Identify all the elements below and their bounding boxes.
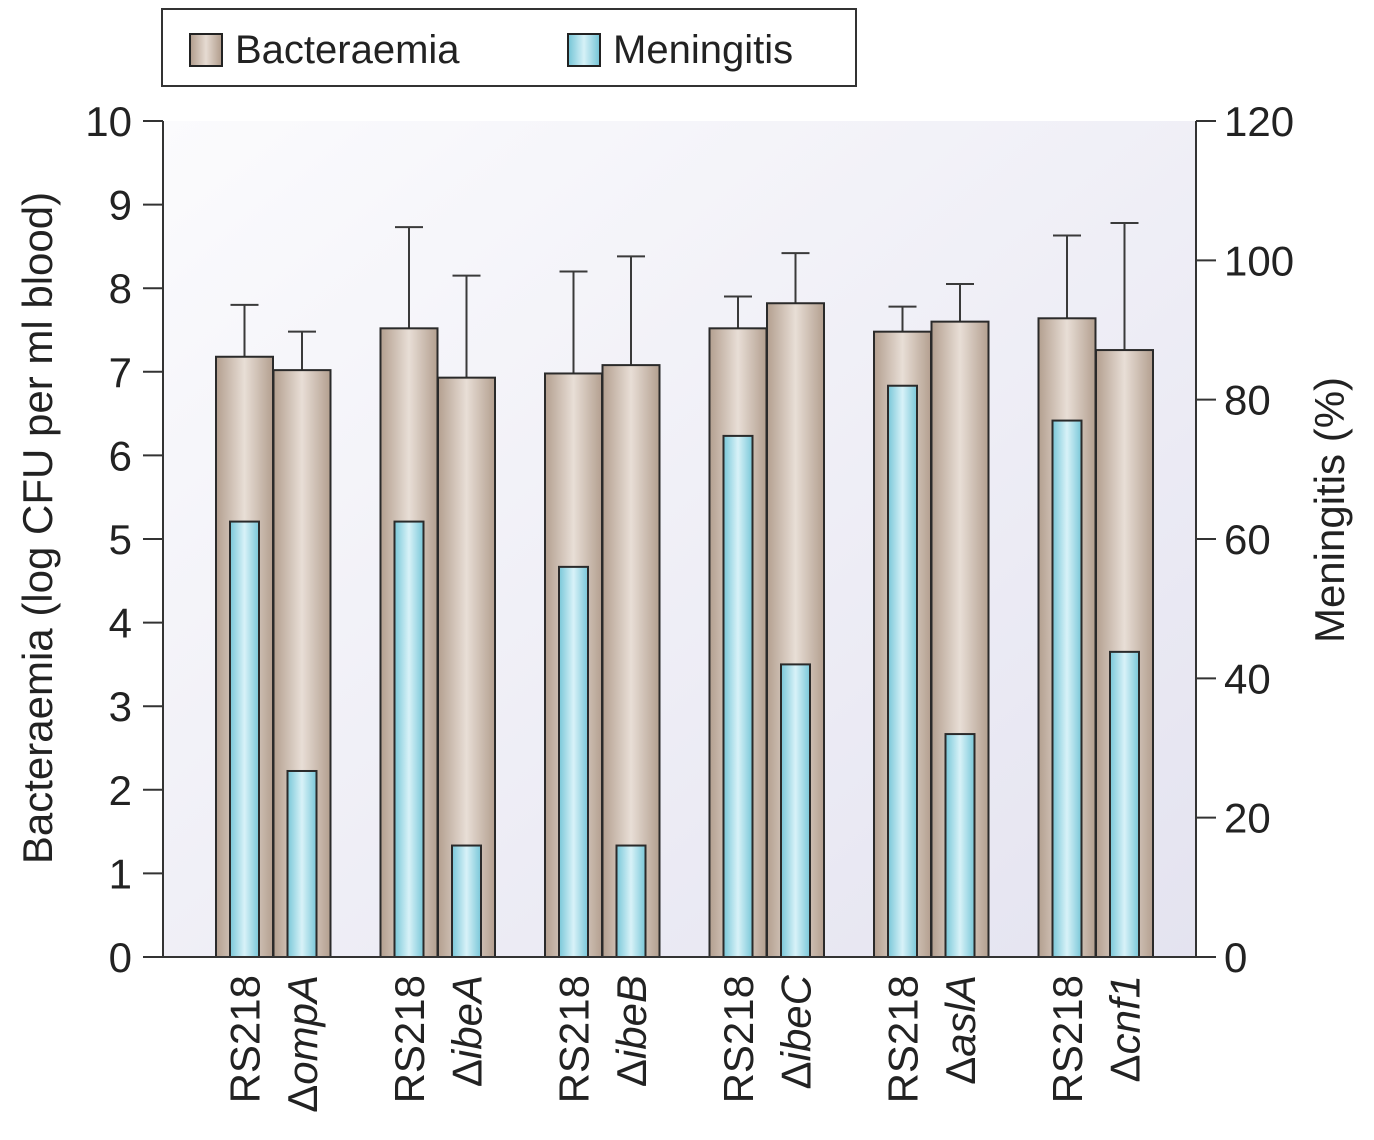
x-tick-label: ΔibeB (608, 975, 655, 1087)
y-left-tick-label: 6 (109, 432, 132, 479)
y-left-tick-label: 2 (109, 767, 132, 814)
legend-swatch-bacteraemia (189, 33, 223, 67)
bar-meningitis (780, 663, 811, 959)
bar-meningitis (615, 844, 647, 958)
x-tick-label: RS218 (386, 975, 433, 1103)
legend-label-bacteraemia: Bacteraemia (235, 27, 460, 72)
y-left-tick-label: 8 (109, 265, 132, 312)
y-left-tick-label: 7 (109, 349, 132, 396)
y-right-tick-label: 120 (1224, 98, 1294, 145)
x-tick-label: RS218 (551, 975, 598, 1103)
bar-meningitis (944, 733, 976, 958)
x-tick-label: Δcnf1 (1102, 975, 1149, 1082)
bar-meningitis (451, 844, 482, 958)
bar-meningitis (558, 565, 589, 958)
bar-meningitis (286, 769, 318, 958)
chart-legend: Bacteraemia Meningitis (161, 8, 857, 87)
bar-meningitis (393, 520, 425, 958)
y-left-tick-label: 1 (109, 850, 132, 897)
x-tick-label: RS218 (222, 975, 269, 1103)
x-tick-label: ΔaslA (937, 975, 984, 1085)
y-right-tick-label: 40 (1224, 655, 1271, 702)
plot-background (163, 121, 1196, 957)
y-right-axis-title: Meningitis (%) (1306, 377, 1353, 643)
bar-meningitis (1051, 419, 1083, 959)
legend-swatch-meningitis (567, 33, 601, 67)
y-right-tick-label: 0 (1224, 934, 1247, 981)
y-right-tick-label: 60 (1224, 516, 1271, 563)
x-tick-label: ΔompA (279, 975, 326, 1113)
bar-meningitis (887, 384, 918, 958)
x-tick-label: ΔibeC (773, 974, 820, 1089)
y-right-tick-label: 20 (1224, 795, 1271, 842)
legend-item-meningitis: Meningitis (567, 28, 793, 72)
y-left-axis-title: Bacteraemia (log CFU per ml blood) (14, 192, 61, 864)
y-left-tick-label: 3 (109, 683, 132, 730)
y-right-tick-label: 100 (1224, 237, 1294, 284)
x-tick-label: ΔibeA (444, 975, 491, 1087)
bar-meningitis (1109, 650, 1140, 958)
y-left-tick-label: 4 (109, 600, 132, 647)
legend-label-meningitis: Meningitis (613, 27, 794, 72)
y-left-tick-label: 9 (109, 182, 132, 229)
y-left-tick-label: 0 (109, 934, 132, 981)
y-right-tick-label: 80 (1224, 377, 1271, 424)
x-tick-label: RS218 (880, 975, 927, 1103)
legend-item-bacteraemia: Bacteraemia (189, 28, 460, 72)
y-left-tick-label: 10 (85, 98, 132, 145)
y-left-tick-label: 5 (109, 516, 132, 563)
x-tick-label: RS218 (715, 975, 762, 1103)
x-tick-label: RS218 (1044, 975, 1091, 1103)
bar-meningitis (229, 520, 260, 958)
bar-meningitis (722, 434, 754, 959)
